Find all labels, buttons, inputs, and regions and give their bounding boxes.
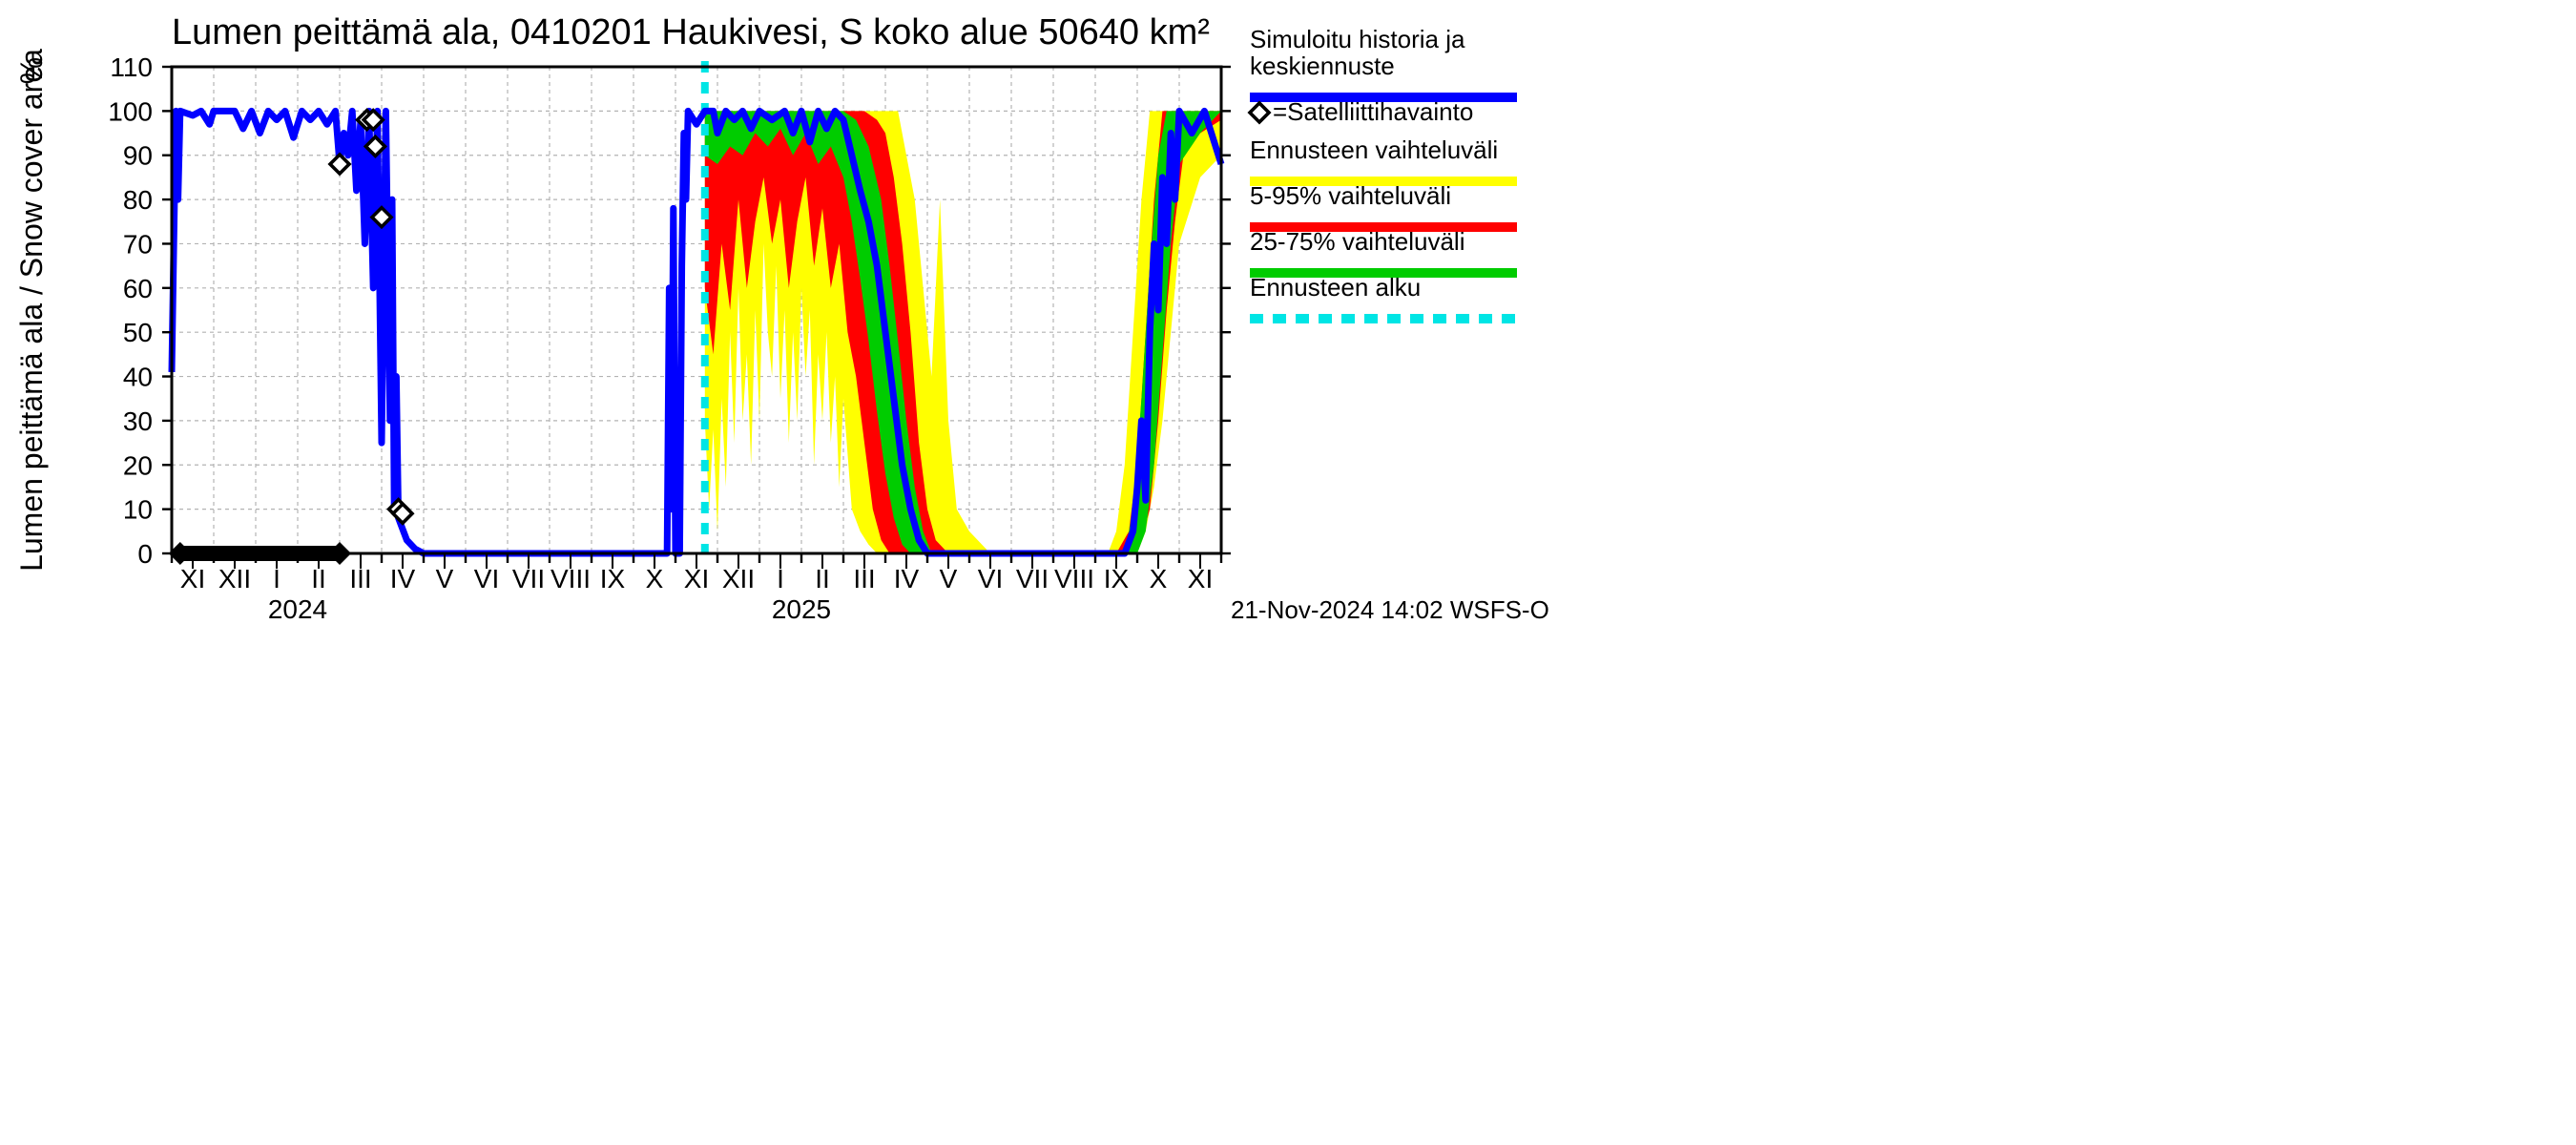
x-month-label: IX [1104, 564, 1130, 593]
y-tick-label: 90 [123, 141, 153, 171]
y-tick-label: 20 [123, 450, 153, 480]
x-month-label: I [777, 564, 784, 593]
legend-label: keskiennuste [1250, 52, 1395, 80]
legend-label: 25-75% vaihteluväli [1250, 227, 1465, 256]
x-month-label: VIII [551, 564, 591, 593]
chart-container: 0102030405060708090100110XIXIIIIIIIIIVVV… [0, 0, 2576, 1145]
grid [172, 67, 1221, 553]
y-tick-label: 10 [123, 495, 153, 525]
x-month-label: V [940, 564, 958, 593]
x-month-label: II [815, 564, 830, 593]
legend-label: Simuloitu historia ja [1250, 25, 1465, 53]
legend-label: 5-95% vaihteluväli [1250, 181, 1451, 210]
y-tick-label: 60 [123, 274, 153, 303]
y-axis-unit: % [14, 57, 49, 84]
footer-timestamp: 21-Nov-2024 14:02 WSFS-O [1231, 595, 1549, 624]
x-month-label: IV [894, 564, 920, 593]
legend-label: Ennusteen alku [1250, 273, 1421, 302]
y-tick-label: 80 [123, 185, 153, 215]
x-month-label: XII [722, 564, 755, 593]
x-year-label: 2024 [268, 594, 327, 624]
x-month-label: IX [600, 564, 626, 593]
y-tick-label: 100 [108, 96, 153, 126]
x-month-label: VII [1016, 564, 1049, 593]
x-month-label: III [349, 564, 371, 593]
x-month-label: X [646, 564, 664, 593]
x-month-label: XII [218, 564, 251, 593]
legend-label: =Satelliittihavainto [1273, 97, 1473, 126]
y-tick-label: 0 [137, 539, 153, 569]
y-tick-label: 50 [123, 318, 153, 347]
x-month-label: XI [1188, 564, 1213, 593]
x-month-label: VIII [1054, 564, 1094, 593]
y-tick-label: 110 [110, 52, 153, 82]
x-month-label: III [853, 564, 875, 593]
x-month-label: IV [390, 564, 416, 593]
y-axis-label: Lumen peittämä ala / Snow cover area [14, 49, 49, 572]
x-month-label: VI [474, 564, 499, 593]
chart-title: Lumen peittämä ala, 0410201 Haukivesi, S… [172, 12, 1210, 52]
x-year-label: 2025 [772, 594, 831, 624]
x-month-label: VII [512, 564, 545, 593]
x-month-label: X [1150, 564, 1168, 593]
x-month-label: V [436, 564, 454, 593]
y-tick-label: 30 [123, 406, 153, 436]
legend: Simuloitu historia jakeskiennuste =Satell… [1250, 25, 1517, 319]
legend-label: Ennusteen vaihteluväli [1250, 135, 1498, 164]
plot-frame [172, 67, 1221, 553]
x-month-label: VI [978, 564, 1003, 593]
x-month-label: II [311, 564, 326, 593]
sim-line [172, 111, 1221, 553]
chart-svg: 0102030405060708090100110XIXIIIIIIIIIVVV… [0, 0, 2576, 1145]
y-tick-label: 40 [123, 363, 153, 392]
x-month-label: XI [180, 564, 205, 593]
x-month-label: XI [684, 564, 709, 593]
x-month-label: I [273, 564, 280, 593]
y-tick-label: 70 [123, 229, 153, 259]
